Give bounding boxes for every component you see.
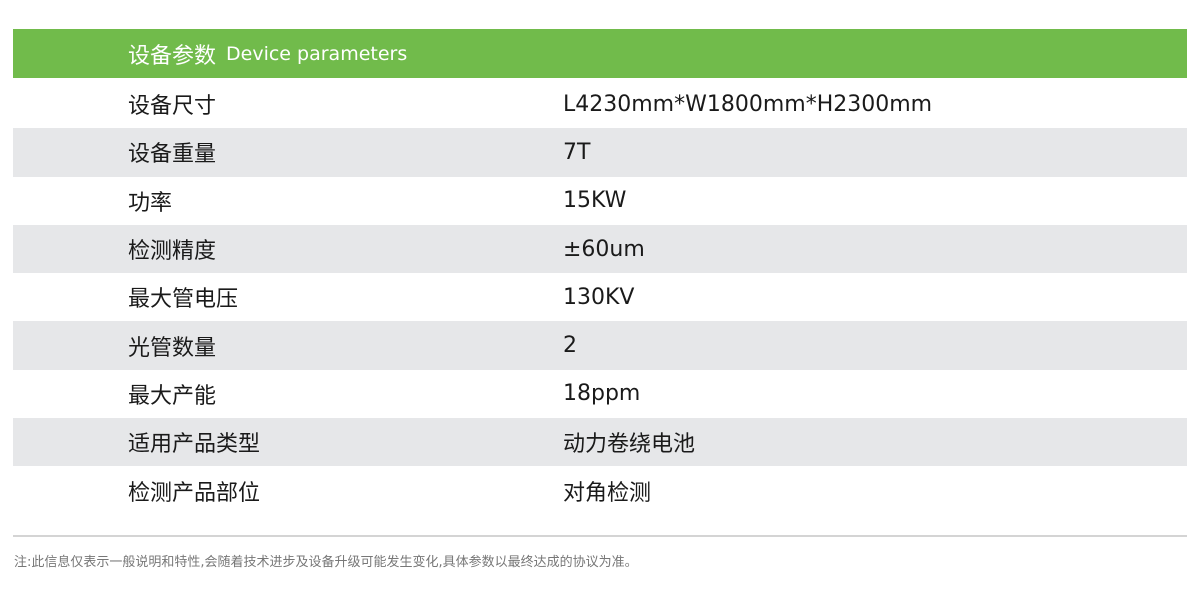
- table-row: 设备重量 7T: [13, 128, 1187, 177]
- param-label: 最大管电压: [128, 287, 239, 313]
- param-value: ±60um: [563, 236, 645, 262]
- table-row: 最大管电压 130KV: [13, 273, 1187, 321]
- footnote: 注:此信息仅表示一般说明和特性,会随着技术进步及设备升级可能发生变化,具体参数以…: [14, 555, 638, 570]
- param-value: 18ppm: [563, 381, 641, 407]
- table-row: 检测精度 ±60um: [13, 224, 1187, 274]
- param-label: 检测产品部位: [128, 480, 261, 506]
- section-header: 设备参数 Device parameters: [13, 29, 1187, 78]
- table-row: 设备尺寸 L4230mm*W1800mm*H2300mm: [13, 80, 1187, 128]
- param-value: 对角检测: [563, 480, 652, 506]
- param-value: 7T: [563, 139, 591, 165]
- table-row: 功率 15KW: [13, 177, 1187, 225]
- table-row: 光管数量 2: [13, 321, 1187, 370]
- param-label: 设备重量: [128, 142, 217, 168]
- param-label: 功率: [128, 190, 173, 216]
- param-label: 最大产能: [128, 383, 217, 409]
- param-label: 光管数量: [128, 335, 217, 361]
- param-value: 15KW: [563, 188, 627, 214]
- param-label: 设备尺寸: [128, 94, 217, 120]
- param-value: 130KV: [563, 284, 635, 310]
- table-row: 适用产品类型 动力卷绕电池: [13, 418, 1187, 467]
- divider: [13, 535, 1187, 537]
- header-title-en: Device parameters: [226, 42, 408, 65]
- param-value: 动力卷绕电池: [563, 432, 696, 458]
- header-title-zh: 设备参数: [128, 43, 217, 69]
- param-label: 检测精度: [128, 239, 217, 265]
- table-row: 最大产能 18ppm: [13, 370, 1187, 418]
- param-label: 适用产品类型: [128, 432, 261, 458]
- param-value: L4230mm*W1800mm*H2300mm: [563, 91, 933, 117]
- table-row: 检测产品部位 对角检测: [13, 466, 1187, 514]
- parameters-table: 设备尺寸 L4230mm*W1800mm*H2300mm 设备重量 7T 功率 15KW 检…: [13, 80, 1187, 515]
- param-value: 2: [563, 333, 577, 359]
